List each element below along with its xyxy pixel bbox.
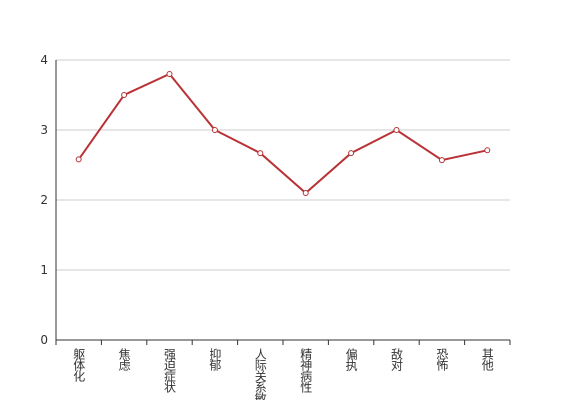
x-tick-label: 躯体化 [72, 347, 86, 383]
point [257, 150, 264, 157]
x-tick-label: 精神病性 [299, 348, 313, 394]
line [77, 72, 488, 195]
point [393, 127, 400, 133]
y-tick-label: 3 [40, 123, 48, 137]
y-tick-label: 1 [40, 263, 48, 277]
point [211, 127, 218, 133]
point [438, 157, 445, 164]
x-tick-label: 人际关系敏感 [253, 348, 267, 400]
point [348, 150, 355, 157]
x-tick-label: 偏执 [344, 347, 358, 372]
point [166, 71, 173, 77]
x-tick-label: 焦虑 [117, 348, 131, 371]
y-tick-label: 2 [40, 193, 48, 207]
point [75, 156, 82, 163]
y-tick-label: 4 [40, 53, 48, 67]
x-tick-label: 抑郁 [208, 347, 222, 372]
x-tick-label: 强迫症状 [163, 348, 177, 393]
x-tick-label: 恐怖 [435, 348, 449, 371]
point [121, 92, 128, 98]
point [484, 147, 491, 154]
x-tick-label: 其他 [480, 348, 494, 371]
x-tick-label: 敌对 [390, 347, 404, 371]
y-tick-label: 0 [40, 333, 48, 347]
point [302, 190, 309, 196]
